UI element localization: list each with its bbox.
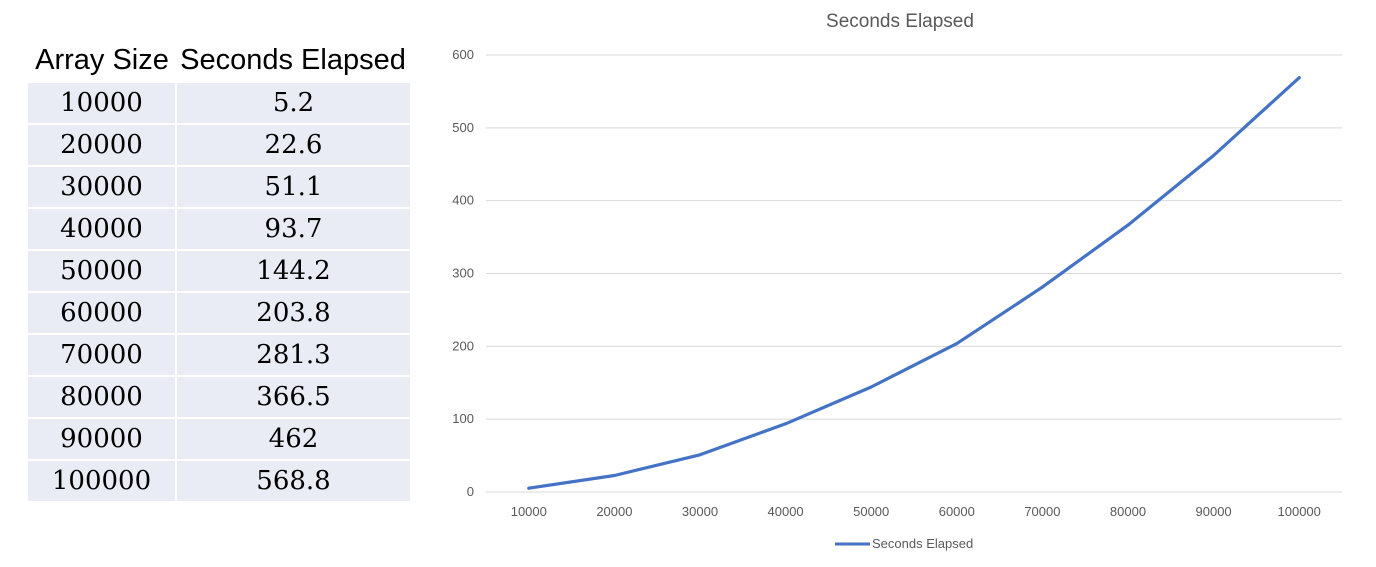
array-size-cell: 60000 [28, 291, 177, 334]
data-point [527, 486, 531, 490]
chart-legend: Seconds Elapsed [835, 536, 973, 551]
header-array-size: Array Size [35, 44, 169, 76]
table-row: 80000 366.5 [28, 375, 410, 418]
array-size-cell: 40000 [28, 207, 177, 250]
seconds-elapsed-cell: 51.1 [176, 165, 410, 208]
y-tick-label: 200 [452, 338, 474, 353]
data-table: Array Size Seconds Elapsed 10000 5.2 20000… [28, 40, 410, 501]
table-row: 70000 281.3 [28, 333, 410, 376]
y-tick-label: 500 [452, 120, 474, 135]
header-seconds-elapsed: Seconds Elapsed [180, 44, 406, 76]
data-point [1040, 285, 1044, 289]
data-table-container: Array Size Seconds Elapsed 10000 5.2 20000… [28, 40, 410, 501]
chart-title: Seconds Elapsed [826, 11, 974, 32]
table-row: 90000 462 [28, 417, 410, 460]
data-point [612, 474, 616, 478]
seconds-elapsed-cell: 203.8 [176, 291, 410, 334]
y-tick-label: 400 [452, 193, 474, 208]
x-tick-label: 40000 [768, 504, 804, 519]
y-axis-tick-labels: 0 100 200 300 400 500 600 [452, 47, 474, 499]
data-point [869, 385, 873, 389]
legend-label: Seconds Elapsed [872, 536, 973, 551]
array-size-cell: 70000 [28, 333, 177, 376]
table-row: 30000 51.1 [28, 165, 410, 208]
x-tick-label: 30000 [682, 504, 718, 519]
array-size-cell: 80000 [28, 375, 177, 418]
data-point [1297, 76, 1301, 80]
table-header-row: Array Size Seconds Elapsed [28, 40, 410, 82]
chart-series [527, 76, 1301, 490]
x-tick-label: 90000 [1196, 504, 1232, 519]
table-row: 20000 22.6 [28, 123, 410, 166]
x-tick-label: 50000 [853, 504, 889, 519]
seconds-elapsed-cell: 144.2 [176, 249, 410, 292]
y-tick-label: 300 [452, 266, 474, 281]
y-tick-label: 100 [452, 411, 474, 426]
seconds-elapsed-cell: 5.2 [176, 81, 410, 124]
x-tick-label: 20000 [596, 504, 632, 519]
data-point [1212, 154, 1216, 158]
x-tick-label: 100000 [1278, 504, 1321, 519]
array-size-cell: 10000 [28, 81, 177, 124]
data-point [1126, 223, 1130, 227]
seconds-elapsed-cell: 568.8 [176, 459, 410, 501]
table-row: 100000 568.8 [28, 459, 410, 501]
y-tick-label: 600 [452, 47, 474, 62]
array-size-cell: 100000 [28, 459, 177, 501]
array-size-cell: 30000 [28, 165, 177, 208]
array-size-cell: 20000 [28, 123, 177, 166]
x-tick-label: 80000 [1110, 504, 1146, 519]
array-size-cell: 90000 [28, 417, 177, 460]
data-point [698, 453, 702, 457]
x-tick-label: 10000 [511, 504, 547, 519]
seconds-elapsed-cell: 366.5 [176, 375, 410, 418]
seconds-elapsed-cell: 281.3 [176, 333, 410, 376]
table-body: 10000 5.2 20000 22.6 30000 51.1 40000 93.7 50000… [28, 81, 410, 501]
x-tick-label: 60000 [939, 504, 975, 519]
table-row: 40000 93.7 [28, 207, 410, 250]
y-tick-label: 0 [467, 484, 474, 499]
table-row: 60000 203.8 [28, 291, 410, 334]
x-tick-label: 70000 [1024, 504, 1060, 519]
x-axis-tick-labels: 10000 20000 30000 40000 50000 60000 70000 80000… [511, 504, 1321, 519]
seconds-elapsed-cell: 93.7 [176, 207, 410, 250]
seconds-elapsed-cell: 22.6 [176, 123, 410, 166]
series-line [527, 76, 1301, 490]
chart-gridlines [486, 54, 1342, 493]
table-row: 10000 5.2 [28, 81, 410, 124]
array-size-cell: 50000 [28, 249, 177, 292]
data-point [955, 342, 959, 346]
data-point [784, 422, 788, 426]
table-row: 50000 144.2 [28, 249, 410, 292]
line-chart: Seconds Elapsed 0 100 200 300 400 500 600 1000… [452, 11, 1342, 551]
seconds-elapsed-cell: 462 [176, 417, 410, 460]
